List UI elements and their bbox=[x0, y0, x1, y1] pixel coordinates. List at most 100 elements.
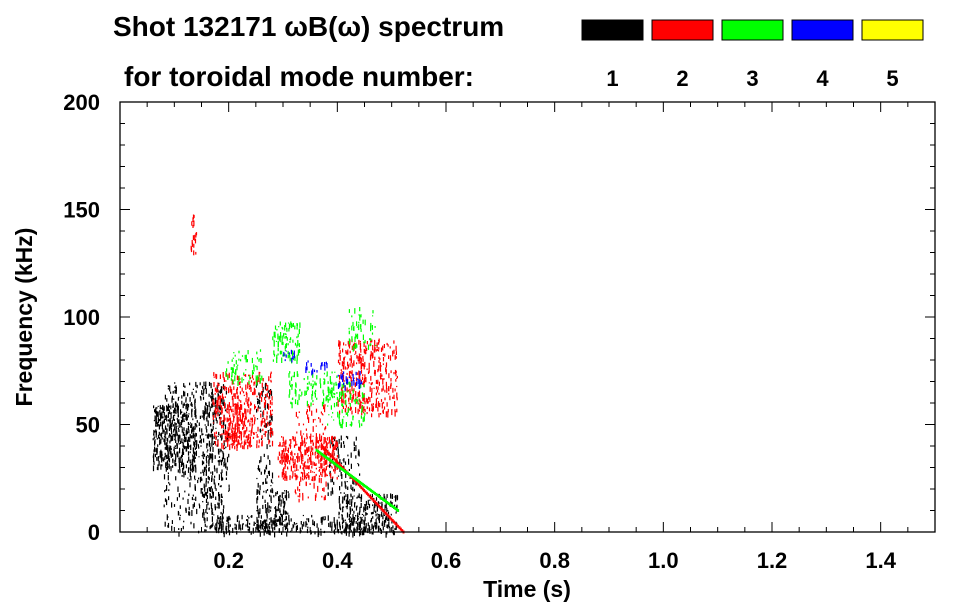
spectral-point bbox=[282, 436, 284, 441]
spectral-point bbox=[193, 456, 195, 459]
spectral-point bbox=[234, 411, 236, 415]
spectral-point bbox=[249, 375, 251, 380]
spectral-point bbox=[333, 402, 336, 408]
spectral-point bbox=[331, 392, 333, 398]
spectral-point bbox=[344, 526, 347, 530]
spectral-point bbox=[299, 388, 301, 392]
spectral-point bbox=[388, 373, 390, 379]
chirp-point bbox=[318, 450, 321, 454]
chirp-point bbox=[338, 463, 341, 467]
spectral-point bbox=[357, 527, 359, 531]
spectral-point bbox=[231, 389, 233, 395]
spectral-point bbox=[240, 400, 242, 403]
spectral-point bbox=[320, 411, 322, 414]
spectral-point bbox=[222, 433, 224, 435]
spectral-point bbox=[191, 429, 193, 434]
spectral-point bbox=[193, 523, 195, 529]
spectral-point bbox=[387, 510, 389, 512]
spectral-point bbox=[171, 453, 174, 457]
spectral-point bbox=[376, 389, 379, 393]
spectral-point bbox=[329, 472, 331, 475]
spectral-point bbox=[344, 480, 346, 484]
spectral-point bbox=[296, 354, 298, 361]
spectral-point bbox=[342, 348, 344, 353]
spectral-point bbox=[282, 459, 284, 463]
spectral-point bbox=[376, 517, 378, 519]
spectral-point bbox=[222, 453, 225, 460]
spectral-point bbox=[284, 325, 286, 331]
spectral-point bbox=[172, 403, 174, 408]
spectral-point bbox=[197, 479, 199, 484]
spectral-point bbox=[355, 515, 357, 517]
spectral-point bbox=[264, 400, 267, 405]
spectral-point bbox=[367, 528, 369, 534]
spectral-point bbox=[175, 387, 177, 392]
spectral-point bbox=[270, 495, 272, 501]
spectral-point bbox=[314, 495, 317, 501]
spectral-point bbox=[216, 420, 218, 424]
spectral-point bbox=[209, 493, 211, 499]
spectral-point bbox=[289, 460, 291, 465]
spectral-point bbox=[358, 522, 360, 528]
spectral-point bbox=[285, 322, 287, 328]
chirp-point bbox=[376, 503, 379, 507]
spectral-point bbox=[378, 339, 380, 341]
spectral-point bbox=[292, 323, 294, 327]
spectral-point bbox=[377, 379, 379, 383]
spectral-point bbox=[300, 452, 302, 458]
spectral-point bbox=[310, 445, 312, 449]
spectral-point bbox=[179, 422, 181, 424]
spectral-point bbox=[183, 418, 185, 422]
spectral-point bbox=[341, 522, 344, 525]
spectral-point bbox=[309, 483, 311, 485]
spectral-point bbox=[393, 349, 395, 354]
spectral-region-mode-3 bbox=[348, 307, 377, 352]
spectral-point bbox=[343, 342, 345, 346]
spectral-point bbox=[167, 412, 169, 418]
spectral-point bbox=[219, 395, 221, 399]
spectral-point bbox=[359, 524, 361, 529]
spectral-point bbox=[323, 461, 325, 466]
spectral-point bbox=[361, 516, 363, 519]
spectral-point bbox=[318, 466, 320, 469]
spectral-point bbox=[360, 328, 362, 332]
spectral-point bbox=[201, 390, 203, 395]
spectral-point bbox=[333, 451, 335, 457]
spectral-point bbox=[227, 430, 229, 434]
spectral-point bbox=[260, 456, 262, 463]
spectral-point bbox=[165, 436, 167, 439]
spectral-point bbox=[278, 529, 280, 533]
spectral-point bbox=[241, 441, 243, 444]
spectral-point bbox=[210, 453, 212, 458]
spectral-point bbox=[217, 382, 219, 388]
chirp-point bbox=[330, 454, 333, 458]
spectral-point bbox=[379, 527, 381, 531]
spectral-point bbox=[284, 490, 286, 492]
spectral-point bbox=[321, 468, 324, 474]
spectral-point bbox=[395, 373, 397, 377]
spectral-point bbox=[317, 527, 319, 533]
spectral-point bbox=[253, 432, 255, 435]
spectral-point bbox=[237, 427, 239, 433]
spectral-point bbox=[177, 420, 179, 424]
spectral-point bbox=[205, 481, 207, 487]
spectral-point bbox=[188, 456, 190, 462]
spectral-point bbox=[212, 511, 214, 515]
spectral-point bbox=[230, 421, 232, 424]
spectral-point bbox=[382, 379, 384, 385]
spectral-point bbox=[273, 331, 275, 338]
spectral-point bbox=[289, 389, 291, 395]
spectral-point bbox=[264, 383, 266, 390]
spectral-point bbox=[215, 411, 217, 417]
spectral-point bbox=[375, 349, 377, 352]
spectral-point bbox=[205, 386, 207, 389]
spectral-point bbox=[250, 403, 252, 405]
spectral-point bbox=[218, 405, 220, 410]
spectral-point bbox=[213, 398, 215, 400]
spectral-point bbox=[320, 365, 322, 370]
spectral-point bbox=[167, 423, 169, 427]
spectral-point bbox=[332, 446, 334, 452]
spectral-point bbox=[167, 385, 169, 388]
spectral-point bbox=[270, 427, 272, 430]
spectral-point bbox=[196, 508, 198, 515]
